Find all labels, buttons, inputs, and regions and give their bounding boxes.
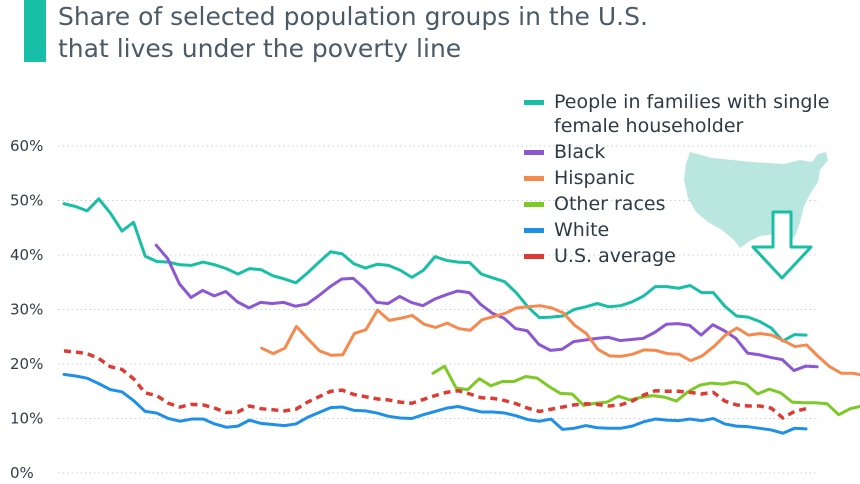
chart-title-line-2: that lives under the poverty line <box>58 34 462 63</box>
y-tick-label: 20% <box>10 355 43 373</box>
y-tick-label: 40% <box>10 246 43 264</box>
chart-grid <box>58 145 819 474</box>
y-tick-label: 60% <box>10 137 43 155</box>
y-tick-label: 30% <box>10 301 43 319</box>
series-line-5 <box>63 349 807 420</box>
legend-swatch <box>524 254 544 259</box>
chart-series <box>62 197 860 435</box>
series-line-2 <box>260 304 860 377</box>
legend-label: People in families with single female ho… <box>554 91 830 137</box>
legend-label: Black <box>554 141 606 163</box>
title-accent-bar <box>24 0 46 62</box>
down-arrow-icon <box>751 210 813 280</box>
legend-swatch <box>524 176 544 181</box>
series-line-1 <box>154 243 819 373</box>
y-axis-tick-labels: 0% 10% 20% 30% 40% 50% 60% <box>10 137 43 482</box>
decoration <box>684 152 828 280</box>
legend-swatch <box>524 202 544 207</box>
legend-label: White <box>554 219 610 241</box>
y-tick-label: 0% <box>10 464 34 482</box>
legend-swatch <box>524 228 544 233</box>
legend-swatch <box>524 150 544 155</box>
series-line-3 <box>431 364 860 417</box>
legend-label: Hispanic <box>554 167 635 189</box>
chart-title-line-1: Share of selected population groups in t… <box>58 2 648 31</box>
y-tick-label: 50% <box>10 192 43 210</box>
y-tick-label: 10% <box>10 410 43 428</box>
legend-label: Other races <box>554 193 666 215</box>
legend-swatch <box>524 100 544 105</box>
series-line-4 <box>62 372 808 435</box>
legend-label: U.S. average <box>554 245 676 267</box>
series-line-0 <box>62 197 808 343</box>
us-map-icon <box>684 152 828 248</box>
